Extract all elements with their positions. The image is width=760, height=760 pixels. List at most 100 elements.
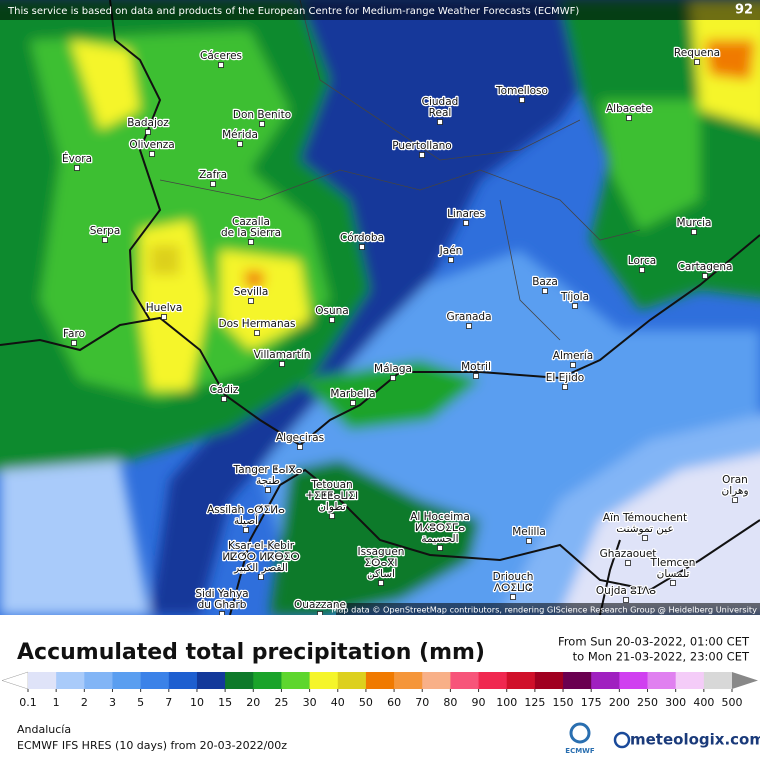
place-marker — [149, 151, 155, 157]
colorbar-segment — [168, 672, 198, 689]
colorbar-segment — [675, 672, 705, 689]
colorbar-segment — [225, 672, 254, 689]
place-marker — [102, 237, 108, 243]
place-marker — [702, 273, 708, 279]
place-label: Badajoz — [127, 117, 169, 129]
colorbar: 0.1 1 2 3 5 7 10 15 20 25 30 40 50 60 70 80 90 100 125 150 1… — [1, 671, 758, 709]
region: Andalucía — [17, 723, 71, 736]
place-marker — [237, 141, 243, 147]
place-label: Mérida — [222, 129, 258, 141]
colorbar-label: 30 — [303, 696, 317, 709]
colorbar-segment — [337, 672, 367, 689]
colorbar-segment — [140, 672, 170, 689]
colorbar-label: 0.1 — [19, 696, 37, 709]
place-label: Ciudad — [422, 96, 459, 108]
place-label: تلمسان — [657, 568, 690, 580]
corner-value: 92 — [735, 3, 753, 18]
place-label: de la Sierra — [221, 227, 281, 239]
colorbar-segment — [703, 672, 733, 689]
ecmwf-icon — [569, 722, 591, 744]
place-label: Marbella — [330, 388, 375, 400]
place-label: Requena — [674, 47, 720, 59]
place-label: Melilla — [512, 526, 546, 538]
colorbar-segment — [478, 672, 508, 689]
place-label: Issaguen — [358, 546, 405, 558]
colorbar-label: 300 — [665, 696, 686, 709]
colorbar-label: 40 — [331, 696, 345, 709]
colorbar-segment — [84, 672, 113, 689]
place-label: Almería — [553, 350, 593, 362]
colorbar-segment — [591, 672, 620, 689]
place-marker — [297, 444, 303, 450]
place-label: Olivenza — [129, 139, 174, 151]
place-label: ⵍⵇⵚⵔ ⵍⴽⴱⵉⵔ — [222, 551, 299, 563]
place-label: Tíjola — [560, 291, 589, 303]
colorbar-segment — [365, 672, 395, 689]
border-morocco-algeria — [599, 539, 621, 615]
place-label: Puertollano — [392, 140, 451, 152]
place-label: Zafra — [199, 169, 227, 181]
place-marker — [732, 497, 738, 503]
place-marker — [248, 298, 254, 304]
colorbar-segment — [619, 672, 649, 689]
places: Cáceres Badajoz Don Benito Mérida Olivenza Év… — [61, 46, 750, 615]
colorbar-label: 200 — [609, 696, 630, 709]
colorbar-segment — [309, 672, 339, 689]
colorbar-segment — [563, 672, 592, 689]
place-label: Cazalla — [232, 216, 270, 228]
brand: meteologix.com — [630, 731, 760, 749]
place-label: Al Hoceima — [410, 511, 470, 523]
place-marker — [419, 152, 425, 158]
colorbar-label: 10 — [190, 696, 204, 709]
place-marker — [329, 513, 335, 519]
place-marker — [639, 267, 645, 273]
place-marker — [145, 129, 151, 135]
place-label: Sevilla — [234, 286, 269, 298]
place-label: Assilah ⴰⵚⵉⵍⴰ — [207, 504, 285, 516]
colorbar-segment — [394, 672, 423, 689]
place-marker — [258, 574, 264, 580]
place-marker — [570, 362, 576, 368]
ecmwf-logo: ECMWF — [565, 747, 595, 755]
colorbar-label: 150 — [553, 696, 574, 709]
place-marker — [542, 288, 548, 294]
place-marker — [218, 62, 224, 68]
place-label: Tomelloso — [495, 85, 548, 97]
place-label: Évora — [62, 152, 92, 165]
period-from: From Sun 20-03-2022, 01:00 CET — [558, 635, 750, 649]
place-label: Don Benito — [233, 109, 291, 121]
colorbar-label: 250 — [637, 696, 658, 709]
place-label: وهران — [721, 485, 748, 497]
place-label: أصيلة — [234, 513, 258, 527]
place-label: Osuna — [315, 305, 348, 317]
colorbar-label: 7 — [165, 696, 172, 709]
place-label: Oujda ⵓⵊⴷⴰ — [596, 585, 656, 597]
place-marker — [473, 373, 479, 379]
place-label: Cáceres — [200, 50, 242, 62]
place-label: عين تموشنت — [616, 523, 673, 535]
colorbar-label: 500 — [722, 696, 743, 709]
place-label: Ouazzane — [294, 599, 346, 611]
place-label: du Gharb — [198, 599, 247, 611]
model-info: ECMWF IFS HRES (10 days) from 20-03-2022… — [17, 739, 287, 752]
place-label: Huelva — [146, 302, 183, 314]
place-label: ⵍⵃⵓⵙⵉⵎⴰ — [415, 522, 466, 534]
place-marker — [71, 340, 77, 346]
place-marker — [562, 384, 568, 390]
place-label: Dos Hermanas — [218, 318, 295, 330]
place-label: Granada — [446, 311, 491, 323]
place-label: Baza — [532, 276, 558, 288]
colorbar-segment — [112, 672, 142, 689]
colorbar-label: 15 — [218, 696, 232, 709]
place-label: Real — [429, 107, 452, 119]
place-label: Albacete — [606, 103, 652, 115]
place-label: Ksar-el-Kebir — [228, 540, 295, 552]
place-label: طنجة — [256, 475, 280, 487]
colorbar-segment — [56, 672, 85, 689]
place-marker — [259, 121, 265, 127]
colorbar-segment — [281, 672, 311, 689]
place-marker — [466, 323, 472, 329]
place-marker — [359, 244, 365, 250]
place-label: الحسيمة — [421, 533, 458, 545]
colorbar-label: 2 — [81, 696, 88, 709]
